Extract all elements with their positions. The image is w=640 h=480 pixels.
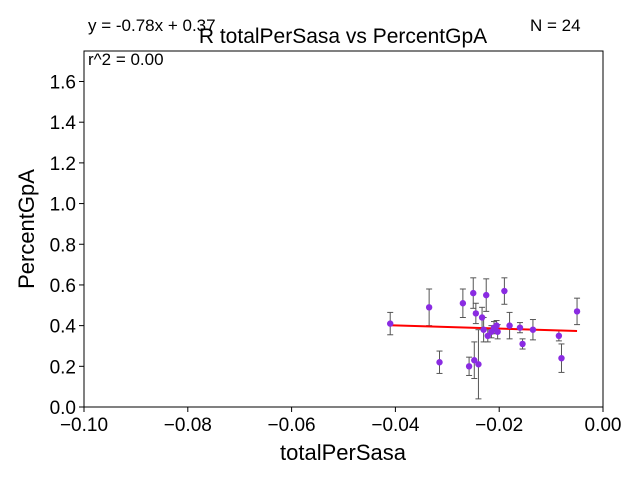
data-point [387, 320, 394, 327]
data-point [494, 328, 501, 335]
y-tick-label: 1.6 [50, 73, 76, 94]
data-point [506, 322, 513, 329]
x-tick-label: −0.02 [475, 415, 523, 436]
x-tick-label: −0.06 [268, 415, 316, 436]
data-point [493, 322, 500, 329]
data-point [501, 287, 508, 295]
data-point [483, 291, 490, 299]
plot-area-frame [83, 50, 604, 408]
x-axis-label: totalPerSasa [280, 440, 407, 465]
data-point [475, 361, 482, 368]
r2-label: r^2 = 0.00 [88, 50, 164, 69]
data-point [480, 326, 487, 333]
data-point [558, 354, 565, 362]
y-tick-label: 0.2 [50, 357, 76, 378]
data-point [478, 314, 486, 321]
data-point [529, 326, 537, 333]
data-point [472, 310, 480, 317]
y-tick-label: 0.6 [50, 276, 76, 297]
y-tick-label: 0.8 [50, 235, 76, 256]
data-point [555, 332, 563, 339]
data-point [425, 304, 433, 311]
data-point [459, 300, 467, 307]
n-label: N = 24 [530, 16, 581, 35]
y-tick-label: 0.0 [50, 398, 76, 419]
y-axis-label: PercentGpA [14, 169, 39, 289]
y-tick-label: 1.2 [50, 154, 76, 175]
chart-title: R totalPerSasa vs PercentGpA [199, 25, 487, 48]
data-point [471, 357, 478, 364]
x-tick-label: −0.08 [164, 415, 212, 436]
x-tick-label: 0.00 [585, 415, 622, 436]
y-tick-label: 1.4 [50, 113, 77, 134]
data-point [573, 308, 581, 315]
x-tick-label: −0.10 [60, 415, 108, 436]
data-point [516, 324, 524, 331]
y-tick-label: 0.4 [50, 317, 77, 338]
x-tick-label: −0.04 [371, 415, 420, 436]
data-point [436, 359, 443, 366]
data-point [470, 289, 477, 297]
equation-label: y = -0.78x + 0.37 [88, 16, 216, 35]
data-point [519, 340, 526, 348]
data-point [465, 363, 473, 370]
y-tick-label: 1.0 [50, 195, 76, 216]
